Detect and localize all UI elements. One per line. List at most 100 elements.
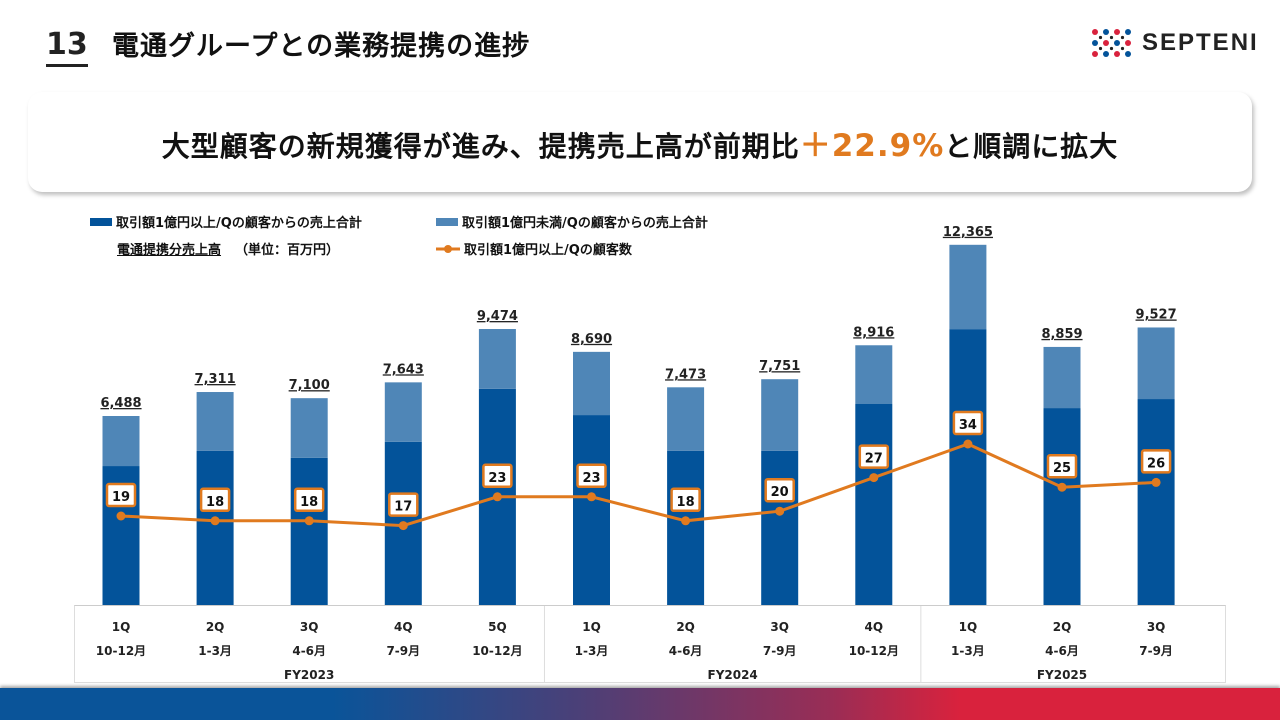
legend-line-swatch [436, 244, 460, 253]
line-label-box [952, 410, 984, 436]
bar-segment-small-clients [384, 382, 422, 442]
bar-segment-small-clients [1137, 327, 1175, 400]
x-tick-months: 4-6月 [669, 644, 703, 658]
bar-segment-large-clients [855, 403, 893, 605]
x-tick-months: 10-12月 [96, 644, 146, 658]
line-label-box [388, 492, 419, 517]
bar-total-label: 9,527 [1136, 307, 1177, 322]
legend-item-dark: 取引額1億円以上/Qの顧客からの売上合計 [90, 212, 362, 231]
headline-banner: 大型顧客の新規獲得が進み、提携売上高が前期比＋22.9%と順調に拡大 [28, 92, 1252, 192]
bar-segment-large-clients [290, 457, 328, 605]
x-tick-months: 7-9月 [386, 644, 420, 658]
bar-total-label: 8,690 [571, 332, 612, 347]
legend-swatch-light [436, 217, 458, 226]
legend-label-line: 取引額1億円以上/Qの顧客数 [464, 243, 632, 258]
line-label-box [670, 487, 701, 513]
bar-segment-small-clients [290, 398, 328, 458]
banner-text-after: と順調に拡大 [944, 129, 1119, 163]
page-title: 電通グループとの業務提携の進捗 [112, 31, 531, 62]
bar-total-label: 7,751 [759, 359, 800, 374]
x-tick-quarter: 4Q [865, 620, 884, 634]
legend-label-total: 電通提携分売上高 [117, 243, 222, 258]
banner-highlight: ＋22.9% [799, 127, 945, 164]
bar-total-label: 7,643 [383, 362, 424, 377]
x-tick-quarter: 3Q [1147, 620, 1166, 634]
x-group-label: FY2024 [708, 668, 758, 682]
x-tick-quarter: 2Q [676, 620, 695, 634]
line-label-box [858, 444, 890, 469]
bar-segment-small-clients [102, 416, 140, 467]
bar-segment-large-clients [1137, 399, 1175, 605]
x-tick-quarter: 1Q [112, 620, 131, 634]
line-value-label: 26 [1147, 456, 1165, 471]
x-tick-quarter: 1Q [582, 620, 601, 634]
line-point [492, 492, 502, 502]
banner-text-before: 大型顧客の新規獲得が進み、提携売上高が前期比 [161, 129, 800, 163]
bar-total-label: 8,916 [853, 325, 894, 340]
line-value-label: 34 [959, 418, 977, 433]
line-label-box [105, 482, 137, 508]
line-point [304, 516, 314, 526]
legend-label-light: 取引額1億円未満/Qの顧客からの売上合計 [462, 216, 708, 231]
line-label-box [576, 463, 607, 489]
bar-total-label: 9,474 [477, 309, 518, 324]
line-point [963, 439, 973, 449]
line-value-label: 20 [771, 485, 789, 500]
legend-label-dark: 取引額1億円以上/Qの顧客からの売上合計 [116, 216, 362, 231]
bar-total-label: 6,488 [100, 396, 141, 411]
x-tick-months: 10-12月 [472, 644, 522, 658]
footer-gradient-bar [0, 688, 1280, 720]
legend-swatch-dark [90, 217, 112, 226]
x-tick-months: 1-3月 [951, 644, 985, 658]
x-tick-quarter: 3Q [770, 620, 789, 634]
line-label-box [1046, 453, 1078, 479]
bar-segment-large-clients [573, 415, 610, 605]
line-point [210, 516, 220, 526]
line-label-box [482, 463, 513, 489]
bar-segment-large-clients [667, 450, 705, 605]
bar-total-label: 12,365 [943, 225, 993, 240]
x-tick-quarter: 3Q [300, 620, 319, 634]
line-value-label: 23 [488, 471, 506, 486]
legend-item-light: 取引額1億円未満/Qの顧客からの売上合計 [436, 212, 708, 231]
x-tick-months: 4-6月 [1045, 644, 1079, 658]
x-tick-months: 4-6月 [292, 644, 326, 658]
x-group-label: FY2025 [1037, 668, 1087, 682]
line-point [775, 506, 785, 516]
legend-unit: （単位：百万円） [235, 243, 340, 258]
bar-segment-large-clients [196, 450, 234, 605]
line-label-box [1140, 449, 1172, 474]
bar-total-label: 7,100 [289, 378, 330, 393]
line-point [681, 516, 691, 526]
bar-segment-small-clients [949, 244, 987, 330]
line-point [869, 473, 879, 483]
line-label-box [293, 487, 325, 513]
x-tick-months: 7-9月 [763, 644, 797, 658]
x-tick-months: 1-3月 [198, 644, 232, 658]
line-point [398, 521, 408, 531]
septeni-logo: SEPTENI [1090, 28, 1259, 58]
bar-segment-small-clients [196, 392, 234, 451]
page-number: 13 [46, 28, 88, 67]
x-tick-quarter: 4Q [394, 620, 413, 634]
line-value-label: 27 [865, 452, 883, 467]
line-label-box [199, 487, 231, 513]
bar-total-label: 7,473 [665, 367, 706, 382]
bar-segment-small-clients [761, 379, 799, 451]
line-value-label: 18 [677, 495, 695, 510]
line-point [1057, 482, 1067, 492]
line-value-label: 19 [112, 490, 130, 505]
bar-segment-small-clients [855, 345, 893, 404]
bar-segment-small-clients [1043, 346, 1081, 409]
logo-text: SEPTENI [1142, 29, 1259, 56]
line-value-label: 18 [300, 495, 318, 510]
customer-count-line [120, 442, 1157, 528]
x-tick-quarter: 2Q [206, 620, 225, 634]
line-value-label: 17 [394, 500, 412, 515]
bar-segment-small-clients [667, 387, 705, 451]
line-value-label: 23 [582, 471, 600, 486]
bar-segment-large-clients [761, 450, 799, 605]
x-tick-months: 7-9月 [1139, 644, 1173, 658]
line-point [587, 492, 596, 502]
x-tick-quarter: 2Q [1053, 620, 1072, 634]
